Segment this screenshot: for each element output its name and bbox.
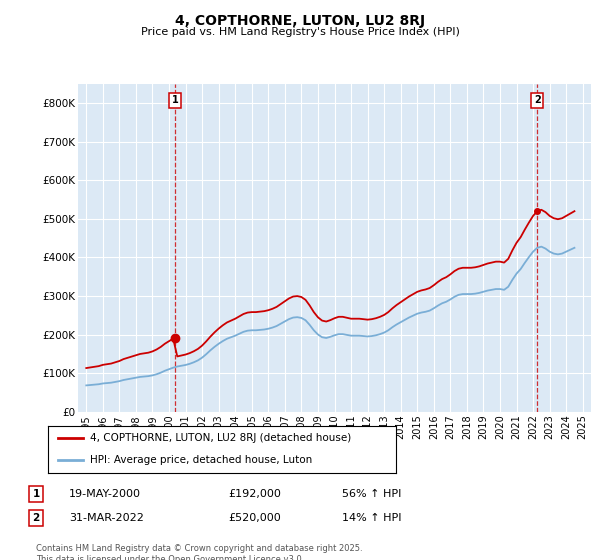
Text: 2: 2 xyxy=(32,513,40,523)
Text: £192,000: £192,000 xyxy=(228,489,281,499)
Text: 2: 2 xyxy=(534,95,541,105)
Text: 1: 1 xyxy=(172,95,179,105)
Text: 1: 1 xyxy=(32,489,40,499)
Text: 19-MAY-2000: 19-MAY-2000 xyxy=(69,489,141,499)
Text: Price paid vs. HM Land Registry's House Price Index (HPI): Price paid vs. HM Land Registry's House … xyxy=(140,27,460,37)
Text: 14% ↑ HPI: 14% ↑ HPI xyxy=(342,513,401,523)
Text: Contains HM Land Registry data © Crown copyright and database right 2025.
This d: Contains HM Land Registry data © Crown c… xyxy=(36,544,362,560)
Text: £520,000: £520,000 xyxy=(228,513,281,523)
Text: 4, COPTHORNE, LUTON, LU2 8RJ: 4, COPTHORNE, LUTON, LU2 8RJ xyxy=(175,14,425,28)
Text: 56% ↑ HPI: 56% ↑ HPI xyxy=(342,489,401,499)
Text: HPI: Average price, detached house, Luton: HPI: Average price, detached house, Luto… xyxy=(90,455,312,465)
Text: 4, COPTHORNE, LUTON, LU2 8RJ (detached house): 4, COPTHORNE, LUTON, LU2 8RJ (detached h… xyxy=(90,433,351,444)
Text: 31-MAR-2022: 31-MAR-2022 xyxy=(69,513,144,523)
